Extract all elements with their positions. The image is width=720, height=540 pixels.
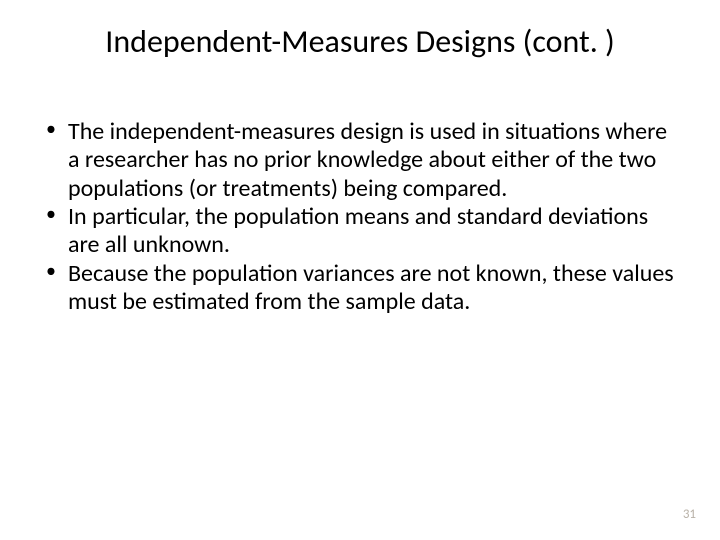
bullet-item: The independent-measures design is used … [42, 118, 682, 203]
slide-title: Independent-Measures Designs (cont. ) [0, 22, 720, 61]
bullet-item: In particular, the population means and … [42, 203, 682, 260]
slide-body: The independent-measures design is used … [42, 118, 682, 316]
slide: Independent-Measures Designs (cont. ) Th… [0, 0, 720, 540]
page-number: 31 [683, 507, 696, 522]
bullet-item: Because the population variances are not… [42, 260, 682, 317]
bullet-list: The independent-measures design is used … [42, 118, 682, 316]
